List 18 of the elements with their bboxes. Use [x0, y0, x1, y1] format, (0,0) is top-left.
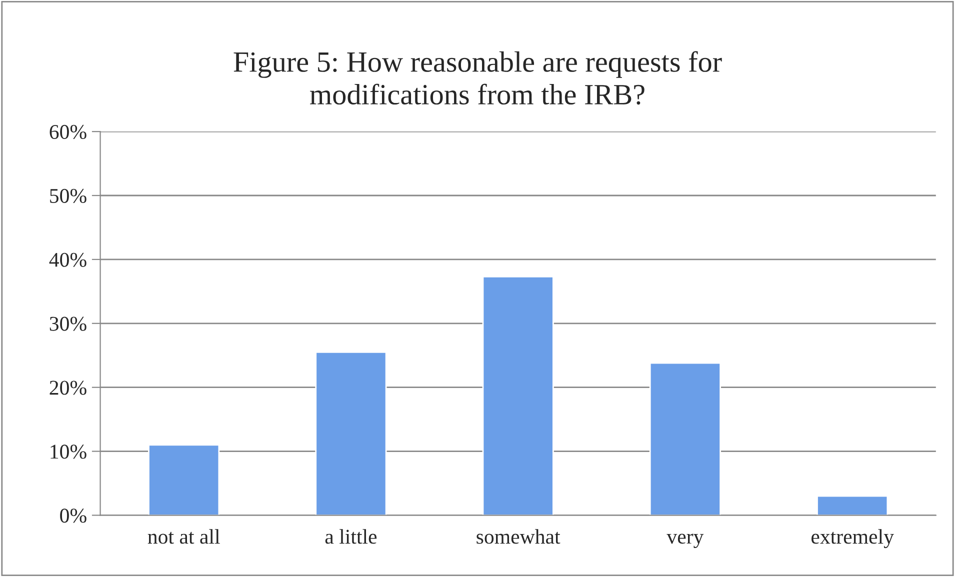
- chart-title: Figure 5: How reasonable are requests for modifications from the IRB?: [234, 51, 722, 105]
- y-tick-label: 40%: [49, 252, 86, 267]
- y-tick-label: 30%: [50, 316, 86, 331]
- bar: [649, 362, 722, 516]
- y-tick-label: 20%: [50, 380, 86, 395]
- bar: [148, 444, 220, 516]
- bar: [482, 276, 554, 516]
- x-tick-label: not at all: [148, 529, 220, 544]
- bar: [315, 351, 387, 516]
- x-tick-label: somewhat: [476, 529, 560, 544]
- bar: [816, 495, 888, 516]
- x-tick-label: very: [666, 534, 704, 548]
- x-tick-label: extremely: [812, 529, 894, 548]
- y-tick-label: 10%: [50, 444, 86, 459]
- x-tick-label: a little: [325, 529, 377, 544]
- y-tick-label: 0%: [60, 508, 86, 523]
- y-tick-label: 60%: [50, 124, 86, 140]
- y-tick-label: 50%: [50, 188, 86, 204]
